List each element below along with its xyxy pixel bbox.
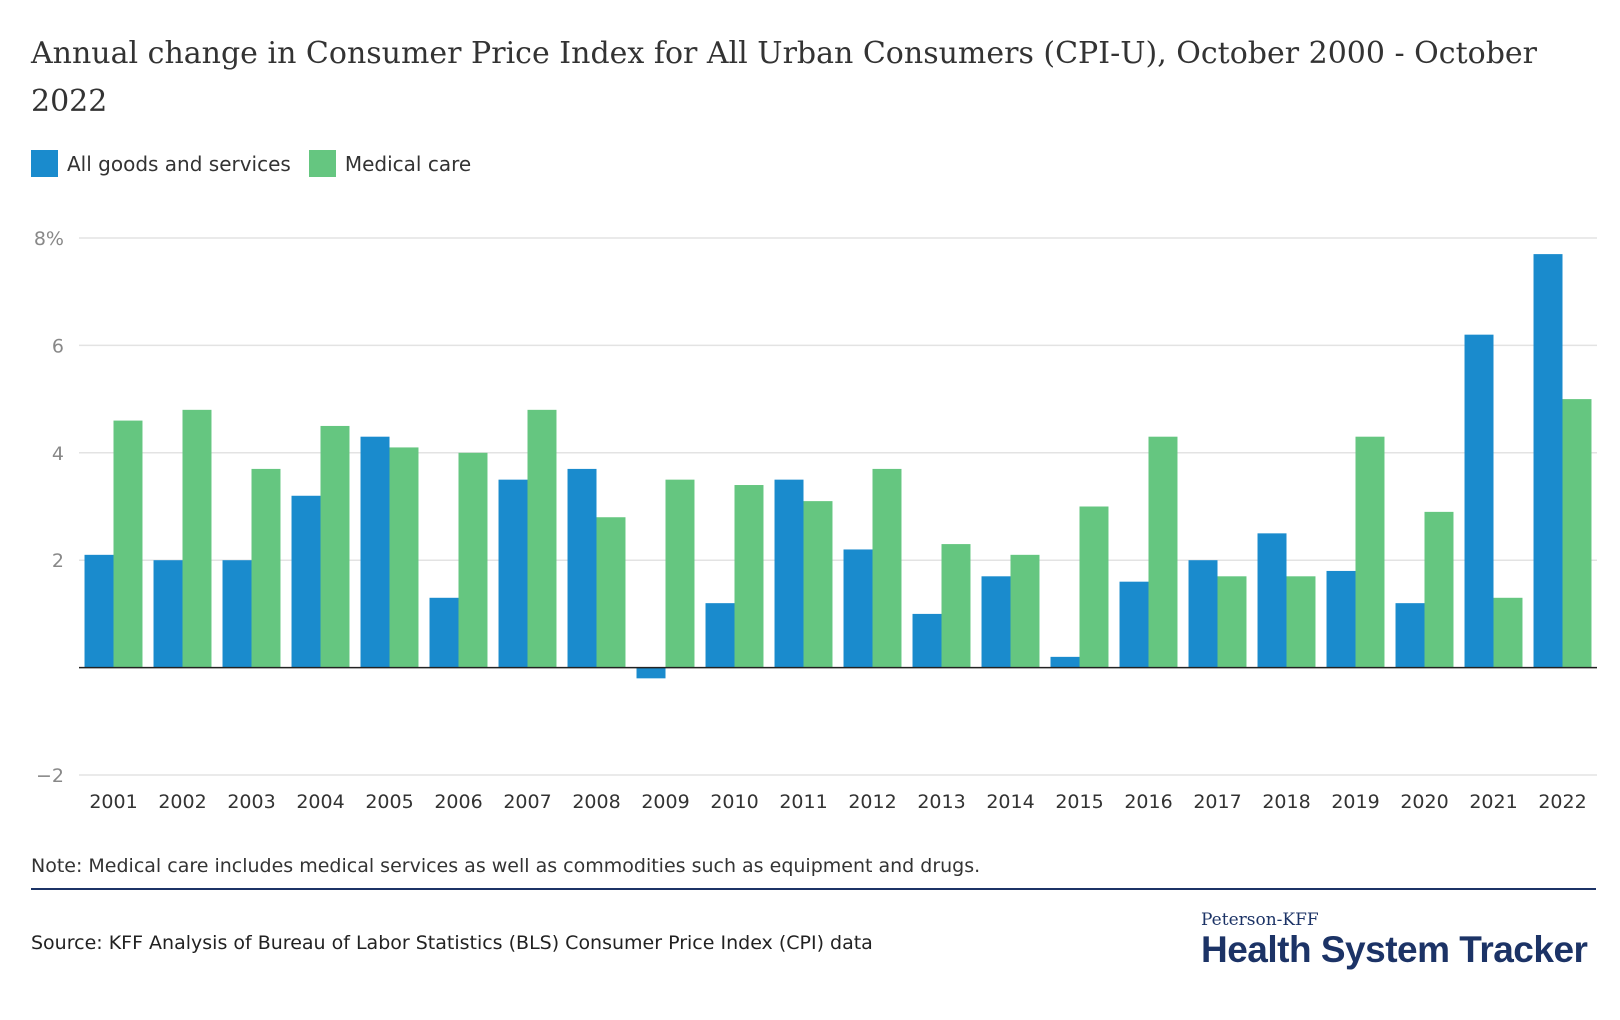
x-tick-label: 2006	[434, 791, 482, 813]
bar-medical-care	[1286, 576, 1316, 668]
x-tick-label: 2008	[572, 791, 620, 813]
divider	[31, 888, 1596, 890]
logo-line1: Peterson-KFF	[1201, 910, 1319, 930]
y-tick-label: 6	[52, 335, 64, 357]
x-tick-label: 2018	[1262, 791, 1310, 813]
bar-chart: −2 2 4 6 8% 2001 2002 2003 2004 2005 2006 2007 2008 2…	[34, 228, 1597, 813]
bar-medical-care	[596, 517, 626, 668]
bar-all-goods	[981, 576, 1011, 668]
legend-label: Medical care	[344, 151, 472, 176]
bar-all-goods	[84, 554, 114, 668]
bar-all-goods	[774, 479, 804, 668]
x-tick-label: 2012	[848, 791, 896, 813]
bar-all-goods	[567, 468, 597, 668]
bar-medical-care	[1424, 511, 1454, 668]
x-tick-label: 2015	[1055, 791, 1103, 813]
bar-medical-care	[734, 485, 764, 668]
x-tick-label: 2017	[1193, 791, 1241, 813]
bar-all-goods	[1326, 570, 1356, 668]
bar-medical-care	[1493, 597, 1523, 668]
bar-all-goods	[1188, 560, 1218, 668]
bar-all-goods	[153, 560, 183, 668]
bar-medical-care	[113, 420, 143, 668]
x-tick-label: 2014	[986, 791, 1034, 813]
x-tick-label: 2011	[779, 791, 827, 813]
bar-medical-care	[665, 479, 695, 668]
bar-medical-care	[803, 501, 833, 668]
x-tick-label: 2022	[1538, 791, 1586, 813]
bar-all-goods	[912, 613, 942, 668]
bar-all-goods	[1119, 581, 1149, 668]
chart-title: Annual change in Consumer Price Index fo…	[31, 36, 1537, 119]
legend-swatch	[308, 150, 336, 177]
bar-all-goods	[1464, 334, 1494, 668]
chart-note: Note: Medical care includes medical serv…	[31, 855, 981, 877]
x-tick-label: 2009	[641, 791, 689, 813]
bar-all-goods	[705, 603, 735, 668]
x-tick-label: 2004	[296, 791, 344, 813]
bar-medical-care	[182, 409, 212, 668]
x-tick-label: 2020	[1400, 791, 1448, 813]
y-tick-label: 4	[52, 443, 64, 465]
bar-all-goods	[429, 597, 459, 668]
bar-medical-care	[251, 468, 281, 668]
bar-all-goods	[843, 549, 873, 668]
bar-medical-care	[872, 468, 902, 668]
bar-medical-care	[458, 452, 488, 668]
logo-line2: Health System Tracker	[1201, 929, 1588, 970]
x-tick-label: 2001	[89, 791, 137, 813]
legend-label: All goods and services	[67, 151, 291, 176]
bar-medical-care	[1217, 576, 1247, 668]
bar-all-goods	[636, 667, 666, 679]
bar-medical-care	[1148, 436, 1178, 668]
bar-all-goods	[360, 436, 390, 668]
x-tick-label: 2016	[1124, 791, 1172, 813]
y-tick-label: −2	[36, 765, 64, 787]
chart-source: Source: KFF Analysis of Bureau of Labor …	[31, 932, 873, 954]
bar-medical-care	[1355, 436, 1385, 668]
bar-medical-care	[320, 425, 350, 668]
bar-all-goods	[222, 560, 252, 668]
bar-all-goods	[1257, 533, 1287, 668]
y-tick-label: 2	[52, 550, 64, 572]
x-tick-label: 2010	[710, 791, 758, 813]
bar-medical-care	[1562, 399, 1592, 668]
bar-all-goods	[1533, 254, 1563, 668]
bar-all-goods	[291, 495, 321, 668]
legend-swatch	[31, 150, 58, 177]
x-tick-label: 2021	[1469, 791, 1517, 813]
legend-item-all-goods: All goods and services	[31, 150, 291, 177]
bar-medical-care	[527, 409, 557, 668]
peterson-kff-logo: Peterson-KFF Health System Tracker	[1201, 910, 1588, 970]
x-tick-label: 2003	[227, 791, 275, 813]
x-tick-label: 2007	[503, 791, 551, 813]
x-tick-label: 2002	[158, 791, 206, 813]
x-tick-label: 2019	[1331, 791, 1379, 813]
bar-medical-care	[389, 447, 419, 668]
bar-medical-care	[1010, 554, 1040, 668]
bar-all-goods	[1395, 603, 1425, 668]
legend-item-medical-care: Medical care	[308, 150, 472, 177]
bar-medical-care	[941, 544, 971, 668]
x-tick-label: 2005	[365, 791, 413, 813]
x-tick-label: 2013	[917, 791, 965, 813]
bar-all-goods	[1050, 656, 1080, 668]
bar-all-goods	[498, 479, 528, 668]
y-tick-label: 8%	[34, 228, 64, 250]
legend: All goods and services Medical care	[31, 150, 471, 177]
bar-medical-care	[1079, 506, 1109, 668]
